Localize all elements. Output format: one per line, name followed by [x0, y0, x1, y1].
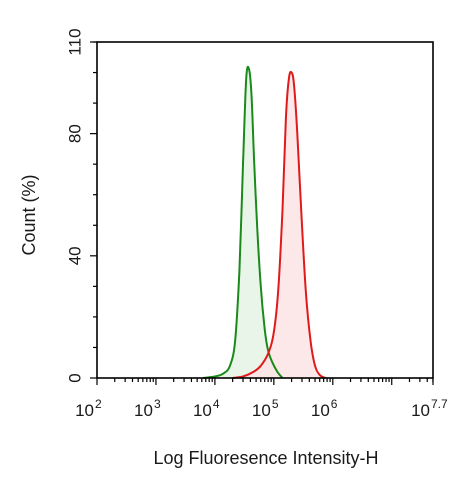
y-tick-label: 0 [66, 373, 85, 382]
series-2-line [232, 70, 326, 379]
series-areas [203, 66, 326, 379]
x-axis-ticks: 10 2 10 3 10 4 10 5 10 6 10 7.7 [75, 378, 448, 420]
x-tick-label-base: 10 [193, 401, 212, 420]
y-tick-label: 80 [66, 124, 85, 143]
series-2-area [232, 71, 326, 379]
x-tick-label-exponent: 7.7 [431, 397, 448, 411]
x-tick-label-base: 10 [411, 401, 430, 420]
x-tick-label-base: 10 [75, 401, 94, 420]
series-1-line [202, 65, 284, 379]
y-axis-label: Count (%) [19, 174, 39, 255]
series-1-area [203, 66, 283, 378]
x-tick-label-base: 10 [134, 401, 153, 420]
x-tick-label-exponent: 4 [213, 397, 220, 411]
y-tick-label: 40 [66, 246, 85, 265]
series-lines [202, 65, 326, 379]
x-tick-label-exponent: 5 [272, 397, 279, 411]
x-tick-label-base: 10 [252, 401, 271, 420]
x-axis-label: Log Fluoresence Intensity-H [153, 448, 378, 468]
y-axis-ticks: 0 40 80 110 [66, 28, 97, 383]
x-tick-label-exponent: 6 [331, 397, 338, 411]
x-tick-label-base: 10 [311, 401, 330, 420]
y-tick-label: 110 [66, 28, 85, 55]
x-tick-label-exponent: 2 [95, 397, 102, 411]
x-tick-label-exponent: 3 [154, 397, 161, 411]
